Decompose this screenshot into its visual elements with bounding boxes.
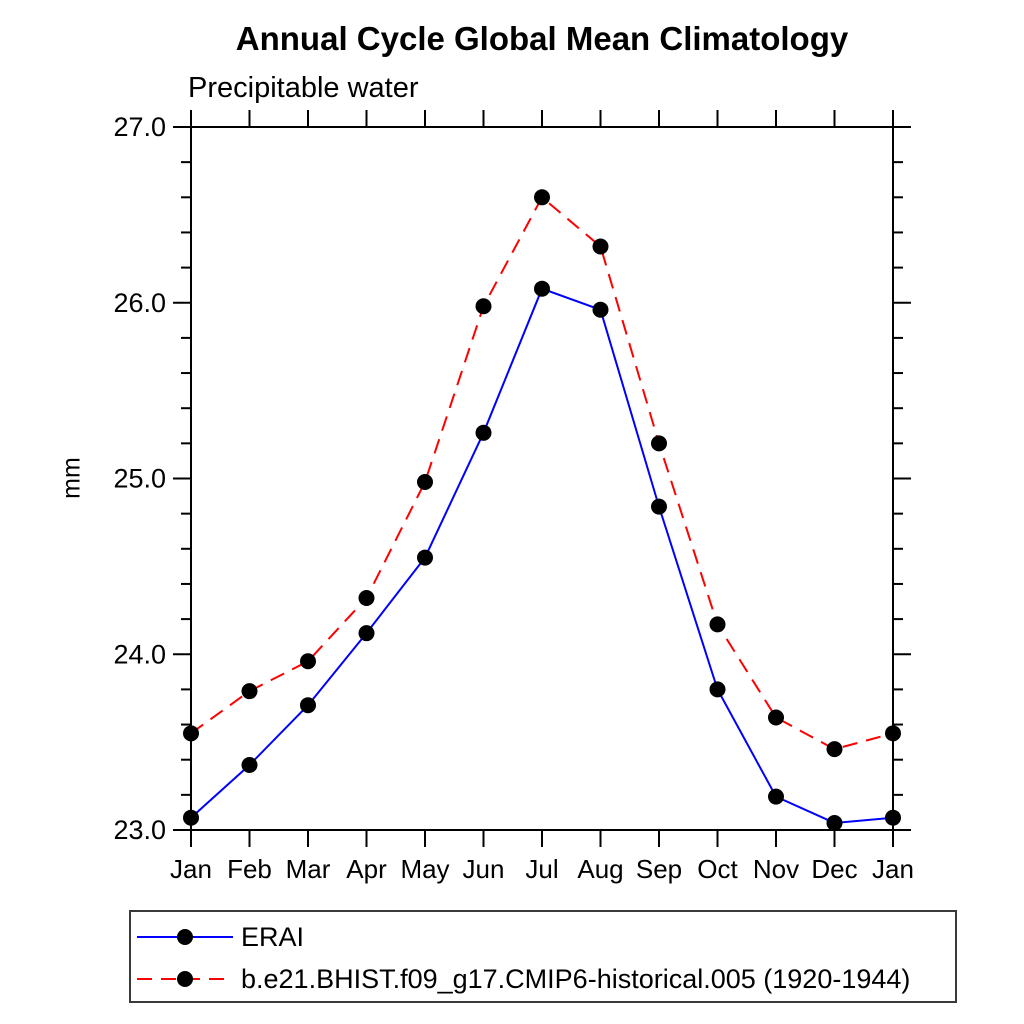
legend-item-model: b.e21.BHIST.f09_g17.CMIP6-historical.005… bbox=[135, 962, 910, 996]
x-tick-label: Jun bbox=[463, 854, 505, 884]
data-point-marker-erai bbox=[592, 301, 609, 318]
legend-marker-dot bbox=[177, 929, 193, 945]
x-tick-label: Nov bbox=[753, 854, 799, 884]
data-point-marker-erai bbox=[768, 788, 784, 805]
legend-marker-dot bbox=[177, 971, 193, 987]
data-point-marker-model bbox=[826, 741, 843, 758]
data-point-marker-erai bbox=[300, 697, 316, 714]
legend-label-erai: ERAI bbox=[241, 921, 305, 952]
data-point-marker-model bbox=[709, 616, 726, 633]
y-tick-label: 25.0 bbox=[113, 464, 166, 494]
x-tick-label: Dec bbox=[811, 854, 857, 884]
data-point-marker-erai bbox=[358, 625, 375, 642]
data-point-marker-model bbox=[534, 189, 550, 206]
data-point-marker-erai bbox=[826, 814, 843, 831]
data-point-marker-model bbox=[885, 725, 901, 742]
data-point-marker-erai bbox=[417, 549, 433, 566]
x-tick-label: Jan bbox=[170, 854, 212, 884]
x-tick-label: Jul bbox=[525, 854, 558, 884]
chart-subtitle: Precipitable water bbox=[188, 72, 419, 104]
legend: ERAI b.e21.BHIST.f09_g17.CMIP6-historica… bbox=[129, 910, 957, 1003]
data-point-marker-model bbox=[300, 653, 316, 670]
data-point-marker-erai bbox=[709, 681, 726, 698]
legend-sample-dashed bbox=[137, 971, 233, 987]
data-point-marker-model bbox=[475, 298, 492, 315]
data-point-marker-erai bbox=[534, 280, 550, 297]
data-point-marker-model bbox=[358, 590, 375, 607]
legend-item-erai: ERAI bbox=[135, 920, 304, 954]
x-tick-label: Mar bbox=[286, 854, 331, 884]
legend-sample-solid bbox=[137, 929, 233, 945]
x-tick-label: Oct bbox=[697, 854, 738, 884]
data-point-marker-model bbox=[592, 238, 609, 255]
data-point-marker-model bbox=[241, 683, 258, 700]
series-line-model bbox=[190, 195, 894, 751]
y-tick-label: 26.0 bbox=[113, 288, 166, 318]
legend-label-model: b.e21.BHIST.f09_g17.CMIP6-historical.005… bbox=[241, 963, 911, 994]
x-tick-label: Aug bbox=[577, 854, 623, 884]
x-tick-label: Jan bbox=[872, 854, 914, 884]
x-tick-label: Sep bbox=[636, 854, 682, 884]
x-tick-label: Apr bbox=[346, 854, 387, 884]
data-point-marker-erai bbox=[241, 756, 258, 773]
x-tick-label: Feb bbox=[227, 854, 272, 884]
y-tick-label: 24.0 bbox=[113, 639, 166, 669]
chart-title: Annual Cycle Global Mean Climatology bbox=[235, 20, 849, 57]
series-line-erai bbox=[190, 287, 894, 824]
data-point-marker-erai bbox=[885, 809, 901, 826]
data-point-marker-erai bbox=[651, 498, 667, 515]
data-point-marker-erai bbox=[183, 809, 199, 826]
data-point-marker-model bbox=[768, 709, 784, 726]
data-point-marker-model bbox=[183, 725, 199, 742]
y-tick-label: 23.0 bbox=[113, 815, 166, 845]
x-tick-label: May bbox=[400, 854, 449, 884]
data-point-marker-erai bbox=[475, 424, 492, 441]
data-point-marker-model bbox=[651, 435, 667, 452]
data-point-marker-model bbox=[417, 474, 433, 491]
y-tick-label: 27.0 bbox=[113, 112, 166, 142]
